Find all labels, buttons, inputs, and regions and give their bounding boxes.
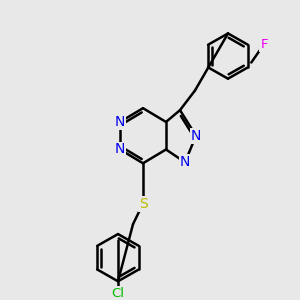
Text: N: N (180, 155, 190, 169)
Text: Cl: Cl (112, 286, 124, 300)
Text: N: N (115, 115, 125, 129)
Text: N: N (115, 142, 125, 157)
Text: F: F (260, 38, 268, 51)
Text: S: S (139, 196, 147, 211)
Text: N: N (191, 129, 201, 143)
